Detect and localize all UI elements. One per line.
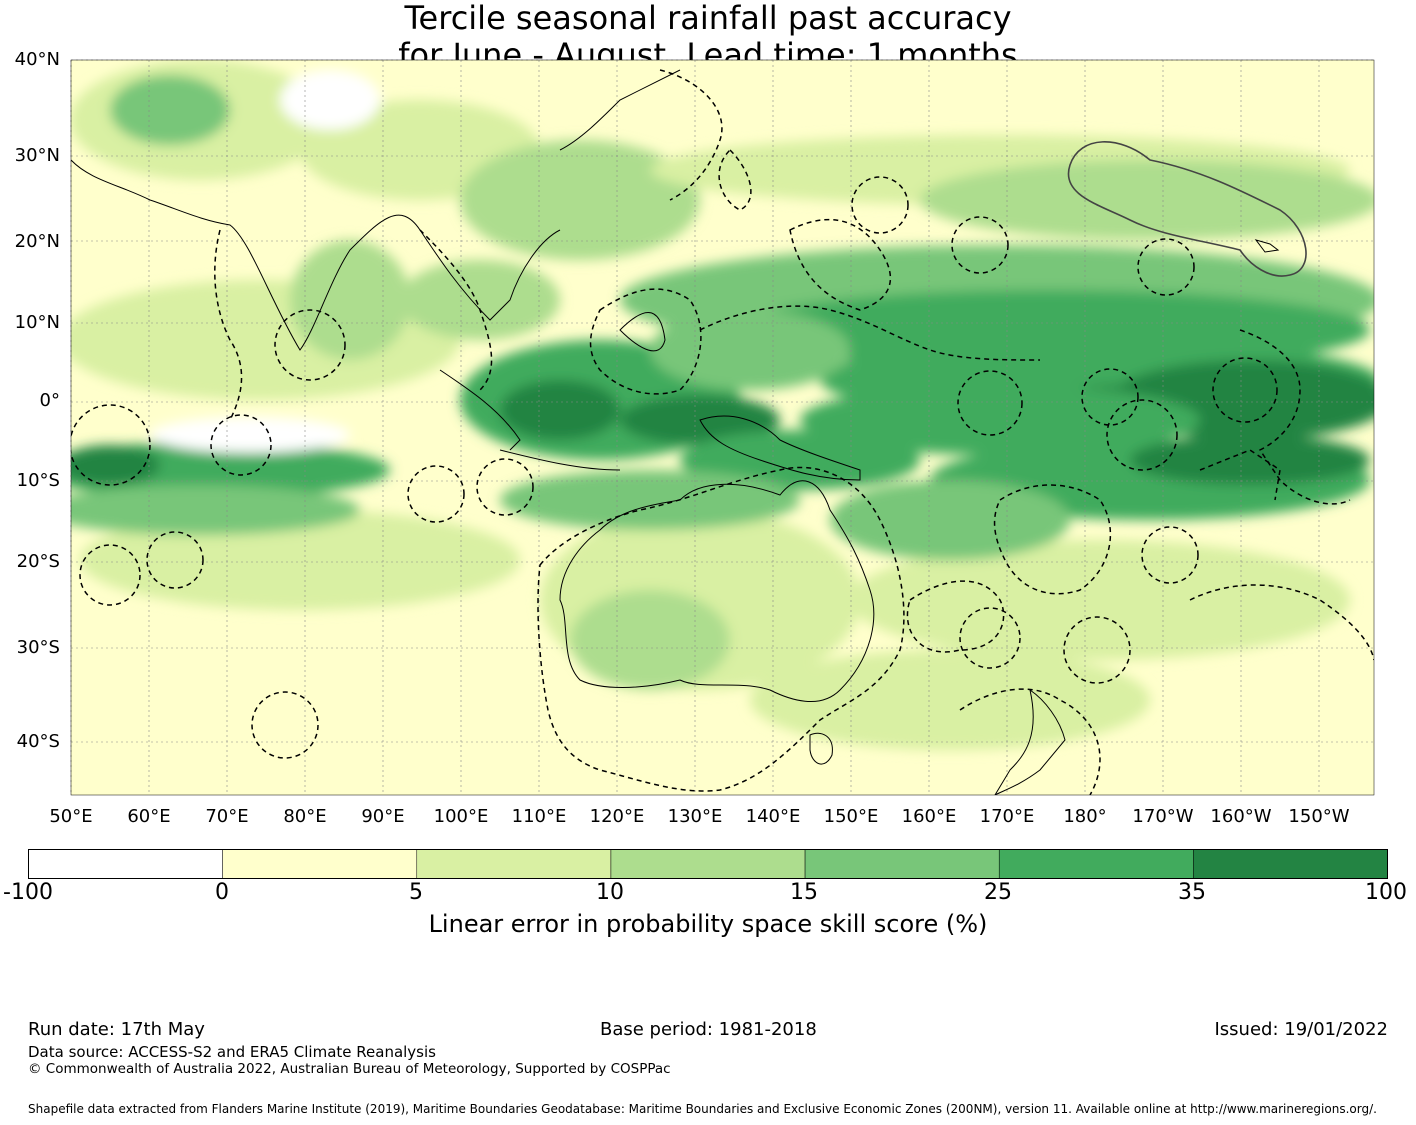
colorbar-tick: 100 (1365, 880, 1407, 905)
lat-label-10s: 10°S (16, 470, 60, 491)
colorbar-tick: 25 (984, 880, 1012, 905)
lon-label-80e: 80°E (283, 806, 327, 827)
hawaii-eez (1067, 141, 1307, 277)
issued-date: Issued: 19/01/2022 (1214, 1019, 1388, 1040)
lon-label-70e: 70°E (205, 806, 249, 827)
colorbar (28, 849, 1388, 879)
lon-label-170w: 170°W (1132, 806, 1194, 827)
skill-map (70, 59, 1375, 796)
colorbar-swatch (222, 849, 418, 879)
lat-label-20n: 20°N (14, 231, 60, 252)
colorbar-swatch (804, 849, 1000, 879)
lat-label-30n: 30°N (14, 145, 60, 166)
lat-label-0: 0° (39, 390, 60, 411)
data-source: Data source: ACCESS-S2 and ERA5 Climate … (28, 1043, 436, 1061)
lat-label-40s: 40°S (16, 731, 60, 752)
lon-label-140e: 140°E (745, 806, 801, 827)
colorbar-tick: 10 (596, 880, 624, 905)
lon-label-110e: 110°E (511, 806, 567, 827)
lon-label-100e: 100°E (433, 806, 489, 827)
lat-label-30s: 30°S (16, 637, 60, 658)
lat-label-20s: 20°S (16, 551, 60, 572)
eez-boundaries (71, 69, 1374, 795)
map-frame (70, 59, 1375, 796)
lon-label-150w: 150°W (1288, 806, 1350, 827)
lon-label-120e: 120°E (589, 806, 645, 827)
title-line-1: Tercile seasonal rainfall past accuracy (404, 0, 1012, 37)
lon-label-160e: 160°E (901, 806, 957, 827)
lon-label-90e: 90°E (361, 806, 405, 827)
lat-label-40n: 40°N (14, 49, 60, 70)
lon-label-160w: 160°W (1210, 806, 1272, 827)
lon-label-50e: 50°E (49, 806, 93, 827)
colorbar-tick: 5 (409, 880, 423, 905)
colorbar-tick: 15 (790, 880, 818, 905)
colorbar-swatch (998, 849, 1194, 879)
colorbar-swatch (28, 849, 223, 879)
lon-label-60e: 60°E (127, 806, 171, 827)
colorbar-swatch (416, 849, 612, 879)
lon-label-130e: 130°E (667, 806, 723, 827)
colorbar-swatch (1193, 849, 1388, 879)
shapefile-credit: Shapefile data extracted from Flanders M… (28, 1102, 1377, 1116)
colorbar-label: Linear error in probability space skill … (428, 910, 988, 938)
lon-label-170e: 170°E (979, 806, 1035, 827)
lat-label-10n: 10°N (14, 312, 60, 333)
colorbar-swatch (610, 849, 806, 879)
colorbar-tick: 0 (215, 880, 229, 905)
coastlines (71, 69, 1280, 795)
skill-field (71, 60, 1374, 795)
base-period: Base period: 1981-2018 (600, 1019, 817, 1040)
lon-label-180: 180° (1063, 806, 1107, 827)
copyright: © Commonwealth of Australia 2022, Austra… (28, 1061, 671, 1077)
colorbar-tick: -100 (3, 880, 53, 905)
lon-label-150e: 150°E (823, 806, 879, 827)
run-date: Run date: 17th May (28, 1019, 205, 1040)
colorbar-tick: 35 (1178, 880, 1206, 905)
